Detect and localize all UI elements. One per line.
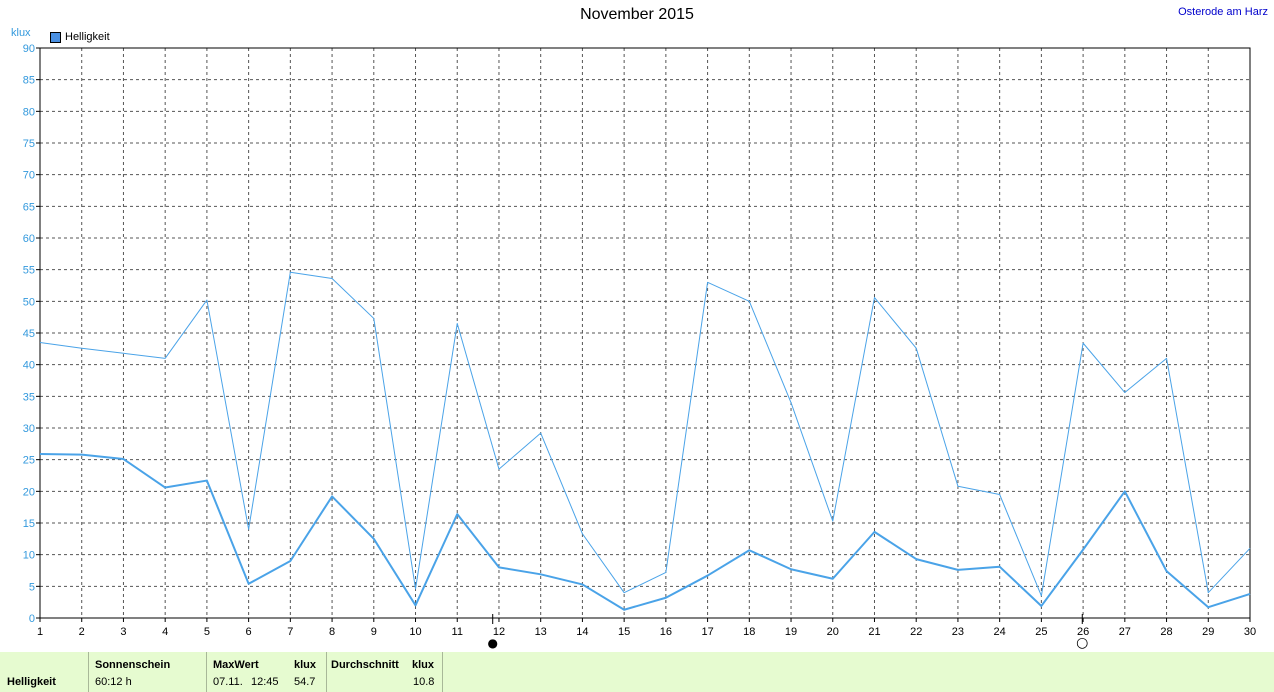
y-tick-label-0: 0 [29,613,35,625]
series-line-max [39,271,1251,597]
y-tick-label-15: 15 [23,518,35,530]
x-tick-label-3: 3 [120,626,126,638]
x-tick-label-25: 25 [1035,626,1047,638]
max-unit: klux [294,659,317,671]
average-value: 10.8 [413,676,435,688]
average-unit: klux [412,659,435,671]
y-tick-label-5: 5 [29,581,35,593]
y-tick-label-20: 20 [23,486,35,498]
x-tick-label-11: 11 [452,626,463,638]
plot-frame [39,47,1251,619]
axes [36,47,1251,622]
max-value: 54.7 [294,676,316,688]
x-tick-label-14: 14 [576,626,588,638]
footer-max-cell: MaxWert klux 07.11. 12:45 54.7 [206,652,327,692]
x-tick-label-23: 23 [952,626,964,638]
y-tick-label-65: 65 [23,201,35,213]
x-axis-tick-labels: 1 2 3 4 5 6 7 8 9 10 11 12 13 14 15 16 17 18 19 20 21 22 23 24 2… [37,626,1256,638]
y-tick-label-90: 90 [23,43,35,55]
average-label: Durchschnitt [331,659,399,671]
footer-average-cell: Durchschnitt klux 10.8 [326,652,443,692]
x-tick-label-8: 8 [329,626,335,638]
legend: Helligkeit [50,31,110,43]
y-axis-unit: klux [11,27,31,39]
y-tick-label-50: 50 [23,296,35,308]
y-tick-label-80: 80 [23,106,35,118]
x-tick-label-24: 24 [994,626,1006,638]
x-tick-label-19: 19 [785,626,797,638]
x-tick-label-13: 13 [535,626,547,638]
x-tick-label-6: 6 [246,626,252,638]
sunshine-value: 60:12 h [95,676,132,688]
y-tick-label-70: 70 [23,170,35,182]
x-tick-label-10: 10 [409,626,421,638]
moon-new-icon: ● [487,636,497,650]
x-tick-label-7: 7 [287,626,293,638]
max-date: 07.11. [213,676,243,688]
footer-sunshine-cell: Sonnenschein 60:12 h [88,652,207,692]
y-tick-label-40: 40 [23,360,35,372]
data-lines [39,271,1251,611]
y-tick-label-45: 45 [23,328,35,340]
x-tick-label-29: 29 [1202,626,1214,638]
max-label: MaxWert [213,659,259,671]
x-tick-label-15: 15 [618,626,630,638]
x-tick-label-4: 4 [162,626,168,638]
x-tick-label-22: 22 [910,626,922,638]
moon-full-icon: ○ [1076,635,1088,651]
footer-row-label: Helligkeit [7,676,56,688]
y-axis-tick-labels: 0 5 10 15 20 25 30 35 40 45 50 55 60 65 70 75 80 85 90 [23,43,35,625]
sunshine-label: Sonnenschein [95,659,171,671]
x-tick-label-30: 30 [1244,626,1256,638]
moon-phase-markers: ● ○ [487,614,1088,651]
x-tick-label-1: 1 [37,626,43,638]
grid-lines [40,47,1250,618]
x-tick-label-2: 2 [79,626,85,638]
x-tick-label-5: 5 [204,626,210,638]
y-tick-label-55: 55 [23,265,35,277]
y-tick-label-60: 60 [23,233,35,245]
x-tick-label-16: 16 [660,626,672,638]
y-tick-label-25: 25 [23,455,35,467]
legend-label: Helligkeit [65,31,110,43]
max-time: 12:45 [251,676,279,688]
chart-title: November 2015 [580,6,694,23]
x-tick-label-27: 27 [1119,626,1131,638]
location-link[interactable]: Osterode am Harz [1178,6,1268,18]
y-tick-label-30: 30 [23,423,35,435]
legend-swatch [50,31,61,43]
y-tick-label-85: 85 [23,75,35,87]
x-tick-label-28: 28 [1160,626,1172,638]
x-tick-label-21: 21 [868,626,880,638]
x-tick-label-18: 18 [743,626,755,638]
x-tick-label-9: 9 [371,626,377,638]
x-tick-label-26: 26 [1077,626,1089,638]
y-tick-label-35: 35 [23,391,35,403]
summary-footer: Helligkeit Sonnenschein 60:12 h MaxWert … [0,652,1274,692]
series-line-average [39,452,1251,611]
x-tick-label-17: 17 [701,626,713,638]
y-tick-label-10: 10 [23,550,35,562]
x-tick-label-20: 20 [827,626,839,638]
y-tick-label-75: 75 [23,138,35,150]
x-tick-label-12: 12 [493,626,505,638]
